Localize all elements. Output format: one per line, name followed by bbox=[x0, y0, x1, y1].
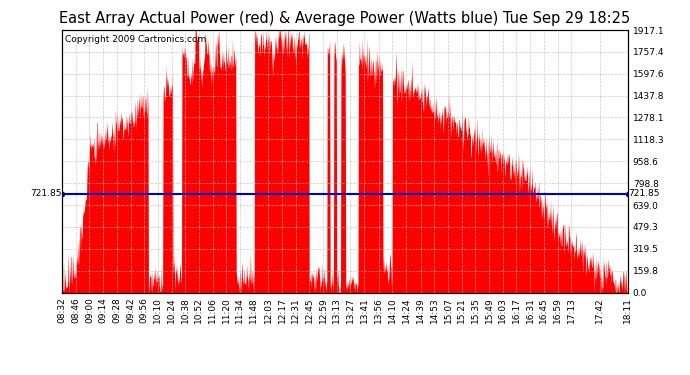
Text: 721.85: 721.85 bbox=[629, 189, 660, 198]
Text: East Array Actual Power (red) & Average Power (Watts blue) Tue Sep 29 18:25: East Array Actual Power (red) & Average … bbox=[59, 11, 631, 26]
Text: 721.85: 721.85 bbox=[30, 189, 61, 198]
Text: Copyright 2009 Cartronics.com: Copyright 2009 Cartronics.com bbox=[65, 35, 206, 44]
